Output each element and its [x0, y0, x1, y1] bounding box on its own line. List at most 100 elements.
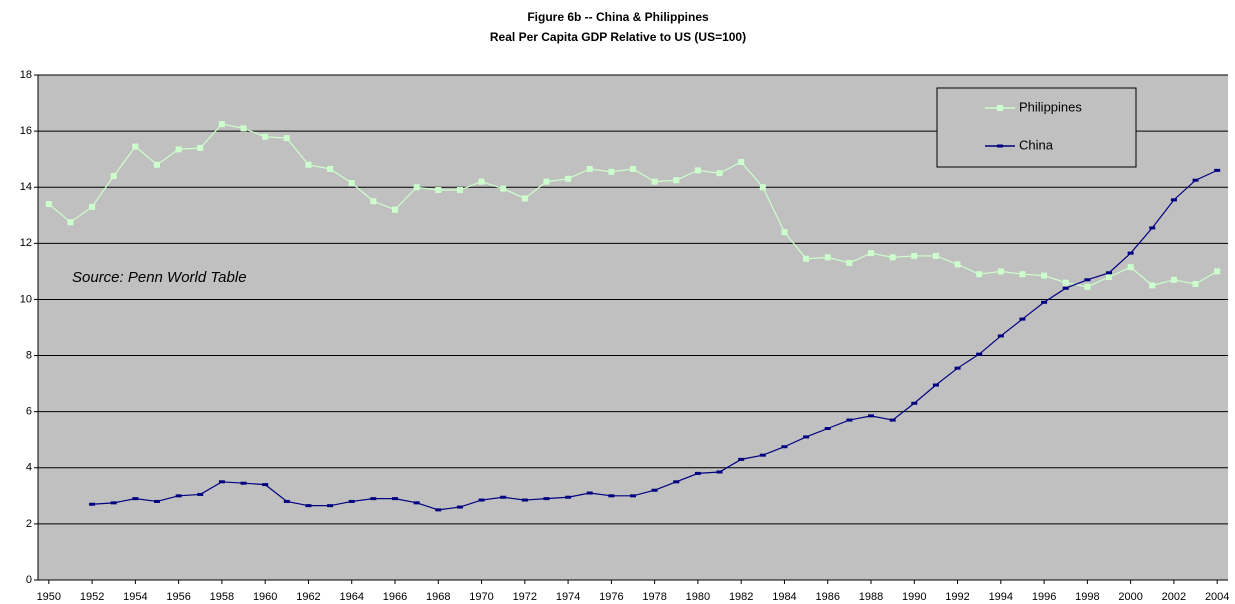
data-point: [759, 184, 766, 191]
data-point: [694, 471, 701, 475]
data-point: [1062, 286, 1069, 290]
x-tick-label: 2004: [1205, 591, 1229, 603]
data-point: [997, 334, 1004, 338]
data-point: [456, 505, 463, 509]
data-point: [803, 435, 810, 439]
data-point: [305, 161, 312, 168]
y-tick-label: 12: [20, 237, 32, 249]
data-point: [521, 498, 528, 502]
data-point: [348, 499, 355, 503]
data-point: [1041, 272, 1048, 279]
data-point: [521, 195, 528, 202]
data-point: [1084, 278, 1091, 282]
data-point: [673, 177, 680, 184]
data-point: [1106, 274, 1112, 280]
data-point: [976, 271, 983, 278]
y-tick-label: 16: [20, 125, 32, 137]
x-tick-label: 1970: [469, 591, 493, 603]
data-point: [1062, 279, 1069, 286]
data-point: [413, 501, 420, 505]
data-point: [283, 135, 290, 142]
x-tick-label: 1956: [166, 591, 190, 603]
legend-marker: [997, 144, 1003, 148]
data-point: [630, 494, 636, 498]
data-point: [543, 178, 550, 185]
data-point: [370, 198, 377, 205]
data-point: [1170, 198, 1177, 202]
data-point: [911, 401, 918, 405]
y-tick-label: 4: [26, 462, 32, 474]
x-tick-label: 2002: [1162, 591, 1186, 603]
x-tick-label: 1972: [513, 591, 537, 603]
data-point: [45, 201, 52, 208]
x-tick-label: 1966: [383, 591, 407, 603]
y-tick-label: 2: [26, 518, 32, 530]
data-point: [392, 206, 398, 213]
data-point: [392, 497, 398, 501]
y-tick-label: 6: [26, 406, 32, 418]
data-point: [781, 229, 788, 236]
x-tick-label: 1958: [210, 591, 234, 603]
data-point: [500, 495, 507, 499]
x-tick-label: 1986: [815, 591, 839, 603]
data-point: [110, 501, 117, 505]
data-point: [154, 161, 160, 168]
data-point: [738, 158, 745, 165]
y-tick-label: 18: [20, 69, 32, 81]
data-point: [89, 203, 96, 210]
data-point: [824, 427, 831, 430]
annotation: Source: Penn World Table: [72, 269, 247, 286]
data-point: [1192, 178, 1199, 182]
data-point: [954, 366, 961, 370]
data-point: [759, 453, 766, 457]
data-point: [911, 252, 918, 259]
data-point: [1019, 271, 1026, 278]
y-tick-label: 0: [26, 574, 32, 586]
data-point: [110, 173, 117, 179]
data-point: [651, 488, 658, 492]
x-tick-label: 1984: [772, 591, 796, 603]
x-tick-label: 1964: [339, 591, 363, 603]
data-point: [197, 144, 204, 151]
data-point: [803, 255, 810, 262]
x-tick-label: 1974: [556, 591, 580, 603]
data-point: [716, 470, 723, 474]
data-point: [132, 497, 139, 501]
data-point: [889, 254, 896, 261]
data-point: [1192, 281, 1199, 288]
data-point: [262, 483, 269, 487]
data-point: [175, 146, 182, 153]
data-point: [370, 497, 377, 501]
chart-title: Figure 6b -- China & Philippines: [527, 10, 709, 24]
y-tick-label: 10: [20, 293, 32, 305]
y-tick-label: 8: [26, 349, 32, 361]
data-point: [889, 418, 896, 422]
data-point: [846, 259, 853, 266]
data-point: [305, 504, 312, 508]
data-point: [608, 168, 615, 175]
x-tick-label: 1968: [426, 591, 450, 603]
legend-label: Philippines: [1019, 99, 1082, 114]
x-tick-label: 1988: [859, 591, 883, 603]
x-tick-label: 1954: [123, 591, 147, 603]
data-point: [435, 508, 442, 512]
data-point: [283, 499, 290, 503]
data-point: [1084, 283, 1091, 290]
data-point: [327, 504, 334, 508]
data-point: [240, 481, 247, 485]
data-point: [348, 180, 355, 187]
data-point: [67, 219, 74, 226]
data-point: [694, 167, 701, 174]
x-tick-label: 2000: [1118, 591, 1142, 603]
data-point: [218, 480, 225, 484]
x-tick-label: 1998: [1075, 591, 1099, 603]
chart-subtitle: Real Per Capita GDP Relative to US (US=1…: [490, 30, 746, 44]
data-point: [781, 445, 788, 449]
data-point: [565, 175, 572, 182]
y-tick-label: 14: [20, 181, 32, 193]
data-point: [954, 261, 961, 268]
data-point: [1127, 251, 1134, 255]
data-point: [976, 352, 983, 356]
data-point: [824, 254, 831, 261]
